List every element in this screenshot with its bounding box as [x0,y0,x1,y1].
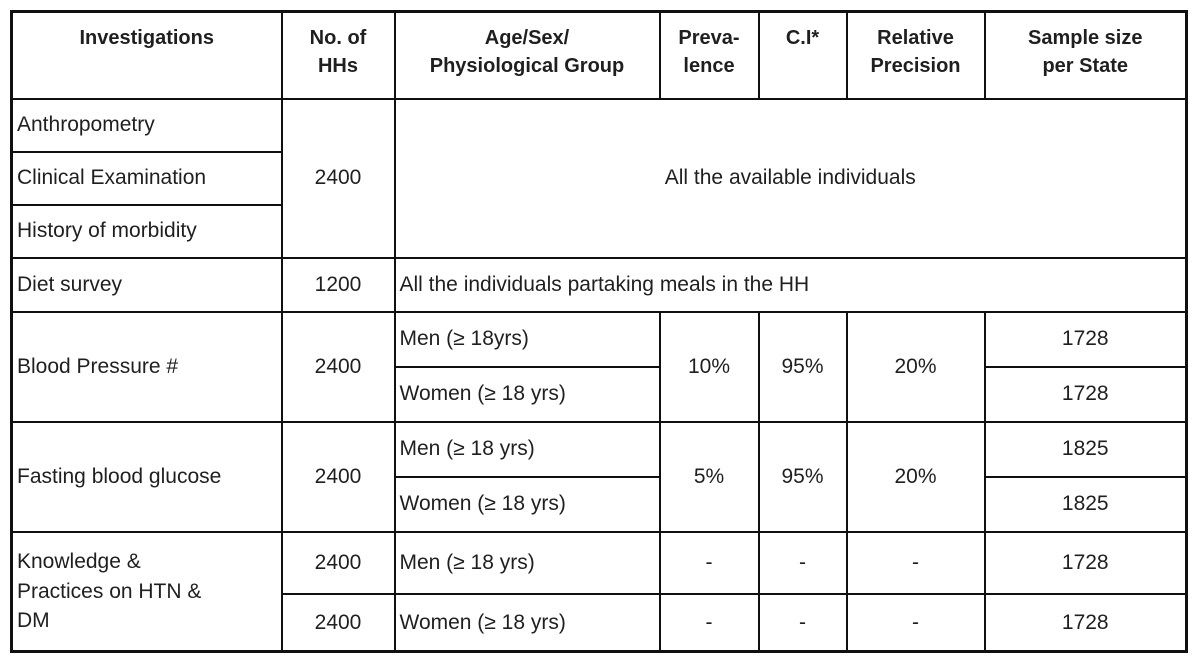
header-age-sex-group: Age/Sex/ Physiological Group [393,10,661,100]
cell-diet-investigation: Diet survey [10,256,283,313]
header-ci: C.I* [757,10,848,100]
table-row-fbg-men: Fasting blood glucose 2400 Men (≥ 18 yrs… [10,420,1188,533]
cell-fbg-women-group: Women (≥ 18 yrs) [393,475,661,533]
header-prevalence: Preva- lence [658,10,760,100]
cell-clinical-examination: Clinical Examination [10,150,283,206]
cell-group1-note: All the available individuals [393,97,1188,259]
table-row-clinical-examination: Clinical Examination [10,150,1187,206]
cell-kp-men-hhs: 2400 [280,530,396,595]
cell-anthropometry: Anthropometry [10,97,283,153]
cell-bp-men-group: Men (≥ 18yrs) [393,310,661,368]
cell-fbg-hhs: 2400 [280,420,396,533]
cell-kp-men-sample: 1728 [983,530,1188,595]
cell-fbg-precision: 20% [845,420,986,533]
cell-fbg-men-group: Men (≥ 18 yrs) [393,420,661,478]
cell-bp-women-sample: 1728 [983,365,1188,423]
survey-design-table-container: Investigations No. of HHs Age/Sex/ Physi… [10,10,1188,653]
table-header-row: Investigations No. of HHs Age/Sex/ Physi… [10,10,1188,100]
cell-kp-investigation: Knowledge & Practices on HTN & DM [10,530,283,653]
cell-fbg-men-sample: 1825 [983,420,1188,478]
cell-fbg-women-sample: 1825 [983,475,1188,533]
cell-fbg-prevalence: 5% [658,420,760,533]
cell-kp-men-precision: - [845,530,986,595]
table-row-knowledge-men: Knowledge & Practices on HTN & DM 2400 M… [10,530,1188,653]
cell-kp-men-prevalence: - [658,530,760,595]
table-row-knowledge-women: 2400 Women (≥ 18 yrs) - - - 1728 [12,592,1188,653]
cell-kp-women-group: Women (≥ 18 yrs) [393,592,661,653]
cell-kp-men-ci: - [757,530,848,595]
header-investigations: Investigations [10,10,283,100]
cell-bp-prevalence: 10% [658,310,760,423]
cell-fbg-investigation: Fasting blood glucose [10,420,283,533]
cell-kp-women-hhs: 2400 [280,592,396,653]
cell-group1-hhs: 2400 [280,97,396,259]
cell-diet-note: All the individuals partaking meals in t… [393,256,1188,313]
cell-diet-hhs: 1200 [280,256,396,313]
cell-kp-women-sample: 1728 [983,592,1188,653]
table-row-history-of-morbidity: History of morbidity [10,203,1187,259]
header-no-of-hhs: No. of HHs [280,10,396,100]
table-row-anthropometry: Anthropometry 2400 All the available ind… [10,97,1188,259]
cell-history-of-morbidity: History of morbidity [10,203,283,259]
cell-fbg-ci: 95% [757,420,848,533]
cell-kp-women-ci: - [757,592,848,653]
cell-kp-women-prevalence: - [658,592,760,653]
cell-bp-investigation: Blood Pressure # [10,310,283,423]
cell-kp-women-precision: - [845,592,986,653]
cell-bp-precision: 20% [845,310,986,423]
cell-bp-women-group: Women (≥ 18 yrs) [393,365,661,423]
cell-kp-men-group: Men (≥ 18 yrs) [393,530,661,595]
cell-bp-ci: 95% [757,310,848,423]
header-relative-precision: Relative Precision [845,10,986,100]
cell-bp-hhs: 2400 [280,310,396,423]
table-row-diet-survey: Diet survey 1200 All the individuals par… [10,256,1188,313]
table-row-blood-pressure-women: Women (≥ 18 yrs) 1728 [12,365,1188,423]
table-row-fbg-women: Women (≥ 18 yrs) 1825 [12,475,1188,533]
header-sample-size: Sample size per State [983,10,1188,100]
table-row-blood-pressure-men: Blood Pressure # 2400 Men (≥ 18yrs) 10% … [10,310,1188,423]
survey-sample-size-table: Investigations No. of HHs Age/Sex/ Physi… [10,10,1188,653]
cell-bp-men-sample: 1728 [983,310,1188,368]
